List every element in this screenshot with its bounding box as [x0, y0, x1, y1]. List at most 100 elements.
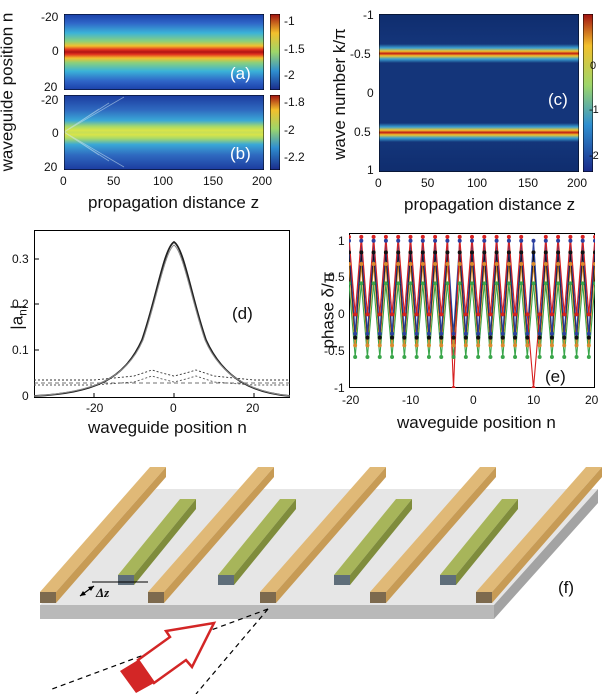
e-series-red-point — [494, 234, 499, 239]
e-series-red-point — [451, 386, 456, 388]
e-series-orange-point — [433, 262, 438, 266]
d-tick-marks — [34, 258, 255, 398]
e-series-black-point — [543, 250, 548, 255]
e-series-red-point — [433, 234, 438, 239]
e-series-blue-point — [408, 238, 413, 243]
heatmap-b-fan — [64, 96, 125, 168]
e-series-green-point — [463, 355, 468, 359]
e-series-green-point — [593, 281, 595, 286]
e-series-group — [349, 234, 595, 388]
e-series-blue-point — [402, 331, 407, 336]
e-ytick-3: 0 — [338, 307, 345, 321]
e-series-blue-point — [513, 331, 518, 336]
e-series-black-point — [349, 250, 351, 255]
e-series-blue-point — [482, 238, 487, 243]
e-series-orange-point — [525, 343, 530, 348]
e-series-blue-point — [353, 331, 358, 336]
e-series-red-point — [408, 234, 413, 239]
e-series-orange-point — [414, 343, 419, 348]
e-series-blue-point — [574, 331, 579, 336]
ab-xtick-2: 50 — [107, 174, 121, 188]
d-dotted-curve-2 — [34, 375, 290, 386]
d-ytick-2: 0.2 — [12, 297, 29, 311]
e-series-green-point — [349, 281, 351, 286]
c-ylabel: wave number k/π — [329, 28, 349, 160]
e-series-blue-point — [519, 238, 524, 243]
panel-a-label: (a) — [230, 64, 251, 83]
e-series-black-point — [426, 335, 431, 340]
e-series-orange-point — [349, 262, 351, 266]
e-series-black-point — [414, 335, 419, 340]
e-series-blue-point — [568, 238, 573, 243]
e-series-blue-point — [525, 331, 530, 336]
e-series-blue-point — [390, 331, 395, 336]
e-xtick-5: 20 — [585, 393, 599, 407]
d-ylabel: |an| — [7, 304, 30, 330]
e-series-green-point — [408, 281, 413, 286]
c-xtick-4: 150 — [518, 176, 539, 190]
beam-line-2 — [195, 608, 269, 694]
c-xtick-3: 100 — [467, 176, 488, 190]
panel-b-label: (b) — [230, 144, 251, 163]
e-series-red-point — [580, 234, 585, 239]
beam-line-1 — [51, 608, 269, 690]
e-series-green-point — [500, 355, 505, 359]
e-series-blue-point — [586, 331, 591, 336]
e-series-black-point — [402, 335, 407, 340]
e-xlabel: waveguide position n — [397, 413, 556, 432]
heatmap-a-fill — [64, 14, 264, 90]
e-series-green-point — [433, 281, 438, 286]
e-series-red-point — [476, 312, 481, 317]
e-series-orange-point — [451, 343, 456, 348]
e-series-red-point — [353, 312, 358, 317]
e-series-black-point — [359, 250, 364, 255]
e-series-black-point — [568, 250, 573, 255]
colorbar-c-tick-3: -2 — [589, 150, 599, 162]
e-series-red-point — [574, 312, 579, 317]
d-main-curve-2 — [34, 244, 290, 397]
e-series-black-point — [433, 250, 438, 255]
e-series-orange-point — [396, 262, 401, 266]
e-series-green-point — [383, 281, 388, 286]
e-ytick-5: -1 — [334, 381, 345, 395]
e-series-black-point — [525, 335, 530, 340]
colorbar-c-tick-2: -1 — [589, 104, 599, 116]
panel-d-label: (d) — [232, 304, 253, 323]
e-series-orange-point — [390, 343, 395, 348]
e-series-blue-point — [359, 238, 364, 243]
b-ytick-2: 0 — [52, 126, 59, 140]
panel-c-label: (c) — [548, 90, 568, 109]
e-series-blue-point — [463, 331, 468, 336]
e-series-black-point — [580, 250, 585, 255]
e-series-red-point — [506, 234, 511, 239]
e-series-green-point — [365, 355, 370, 359]
e-series-red-point — [349, 234, 351, 239]
e-series-blue-point — [531, 238, 536, 243]
e-series-orange-point — [377, 343, 382, 348]
e-series-orange-point — [537, 343, 542, 348]
e-series-red-point — [500, 312, 505, 317]
heatmap-b-fill — [64, 95, 264, 170]
d-dotted-curve-1 — [34, 369, 290, 381]
d-ytick-4: 0 — [22, 389, 29, 403]
e-series-orange-point — [562, 343, 567, 348]
c-xtick-2: 50 — [421, 176, 435, 190]
e-series-blue-point — [549, 331, 554, 336]
e-ytick-1: 1 — [338, 234, 345, 248]
e-series-orange-point — [580, 262, 585, 266]
e-series-green-point — [549, 355, 554, 359]
e-series-green-point — [371, 281, 376, 286]
slab-front — [40, 605, 494, 619]
e-series-green-point — [488, 355, 493, 359]
e-series-black-point — [556, 250, 561, 255]
c-xtick-5: 200 — [567, 176, 588, 190]
e-series-red-point — [365, 312, 370, 317]
panel-d-plot — [34, 230, 290, 398]
e-series-green-point — [476, 355, 481, 359]
panel-f-label: (f) — [558, 578, 575, 597]
e-series-green-point — [525, 355, 530, 359]
e-series-green-point — [543, 281, 548, 286]
e-series-black-point — [445, 250, 450, 255]
e-series-red-point — [482, 234, 487, 239]
e-series-blue-point — [414, 331, 419, 336]
